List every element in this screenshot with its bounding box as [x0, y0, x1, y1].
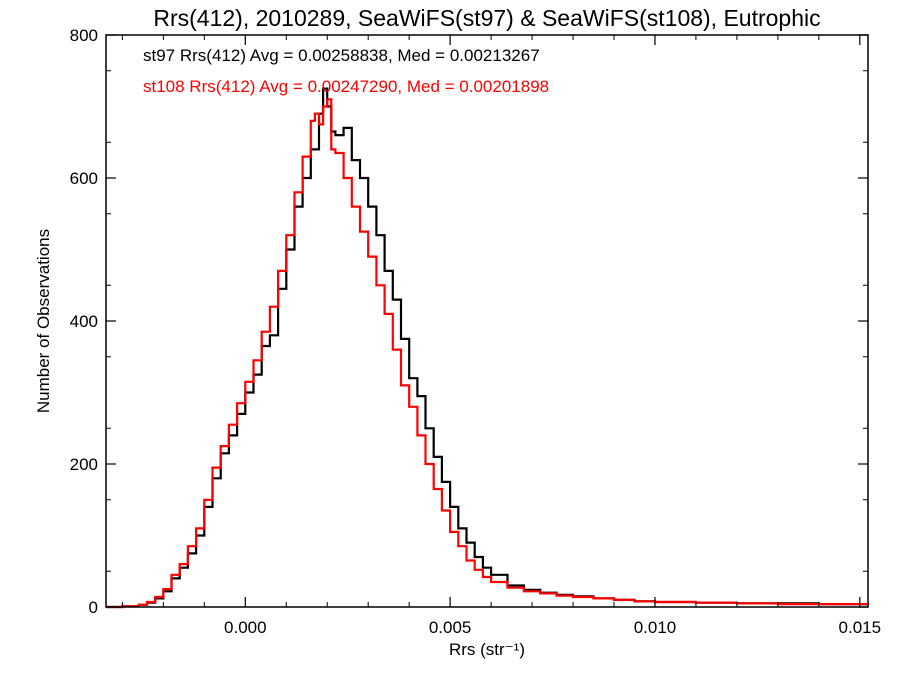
x-tick-label: 0.010 [634, 618, 677, 637]
y-tick-label: 600 [70, 169, 98, 188]
y-tick-label: 0 [89, 598, 98, 617]
y-tick-label: 800 [70, 26, 98, 45]
x-tick-label: 0.015 [839, 618, 882, 637]
y-axis-label: Number of Observations [34, 229, 53, 413]
series-line-st97 [106, 87, 870, 609]
plot-series [106, 87, 870, 609]
series-line-st108 [106, 98, 870, 609]
y-tick-label: 400 [70, 312, 98, 331]
x-axis-ticks: 0.000 0.005 0.010 0.015 [121, 35, 882, 637]
x-axis-label: Rrs (str⁻¹) [449, 640, 525, 659]
y-axis-ticks: 0 200 400 600 800 [70, 26, 868, 617]
x-tick-label: 0.005 [429, 618, 472, 637]
annotation-st97: st97 Rrs(412) Avg = 0.00258838, Med = 0.… [143, 46, 540, 65]
plot-frame [105, 34, 869, 608]
y-tick-label: 200 [70, 455, 98, 474]
annotation-st108: st108 Rrs(412) Avg = 0.00247290, Med = 0… [143, 77, 549, 96]
x-tick-label: 0.000 [224, 618, 267, 637]
chart-title: Rrs(412), 2010289, SeaWiFS(st97) & SeaWi… [153, 5, 820, 31]
